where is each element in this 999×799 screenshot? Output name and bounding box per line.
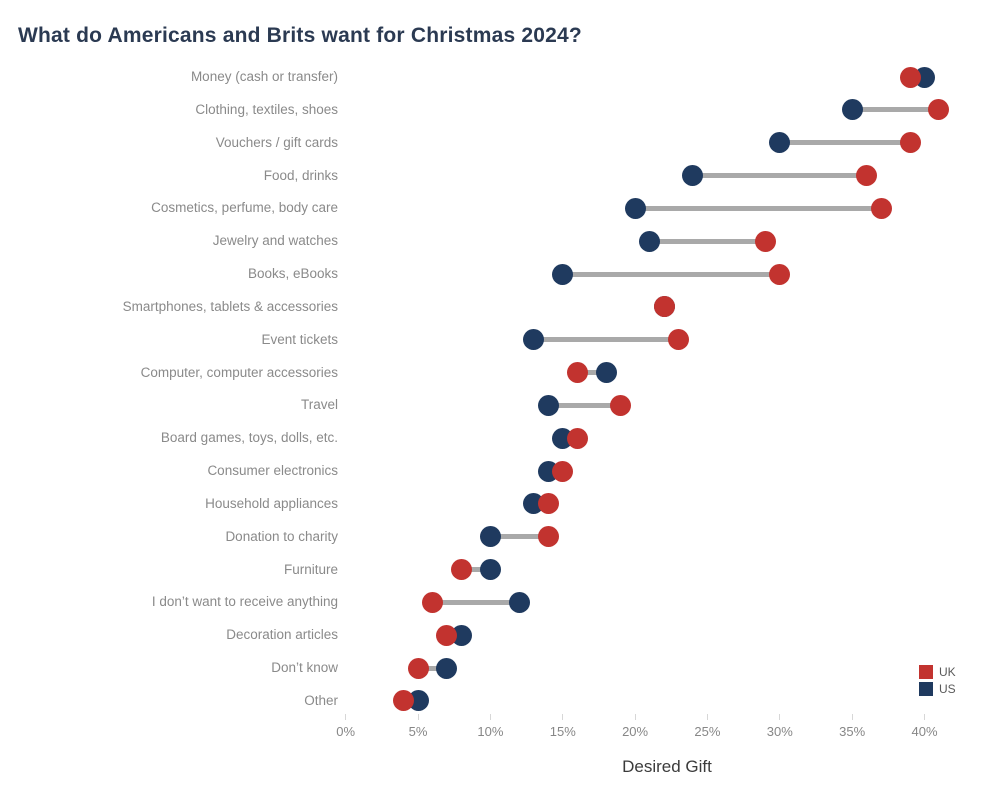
x-tick-mark	[489, 714, 491, 720]
uk-dot[interactable]	[566, 362, 588, 384]
x-tick-label: 30%	[766, 724, 793, 739]
us-dot[interactable]	[479, 526, 501, 548]
legend-item-us[interactable]: US	[919, 682, 956, 696]
x-tick-label: 15%	[549, 724, 576, 739]
uk-dot[interactable]	[393, 690, 415, 712]
dumbbell-connector	[432, 599, 520, 605]
x-tick-mark	[779, 714, 781, 720]
category-label: I don’t want to receive anything	[151, 594, 338, 610]
uk-dot[interactable]	[754, 230, 776, 252]
dumbbell-connector	[692, 173, 867, 179]
uk-dot[interactable]	[870, 197, 892, 219]
us-dot[interactable]	[595, 362, 617, 384]
legend-item-uk[interactable]: UK	[919, 665, 956, 679]
category-label: Money (cash or transfer)	[190, 69, 338, 84]
dumbbell-connector	[461, 567, 491, 573]
category-label: Other	[304, 692, 338, 708]
category-label: Food, drinks	[263, 167, 338, 183]
uk-dot[interactable]	[928, 99, 950, 121]
legend: UK US	[919, 665, 956, 699]
uk-dot[interactable]	[769, 263, 791, 285]
x-tick-mark	[417, 714, 419, 720]
us-dot[interactable]	[682, 165, 704, 187]
category-label: Cosmetics, perfume, body care	[151, 200, 338, 216]
us-dot[interactable]	[479, 559, 501, 581]
uk-dot[interactable]	[436, 624, 458, 646]
uk-dot[interactable]	[856, 165, 878, 187]
us-dot[interactable]	[537, 394, 559, 416]
category-label: Smartphones, tablets & accessories	[122, 298, 338, 314]
dumbbell-connector	[852, 107, 939, 113]
us-legend-label: US	[939, 682, 956, 696]
dumbbell-connector	[533, 337, 679, 343]
uk-dot[interactable]	[668, 329, 689, 351]
uk-dot[interactable]	[899, 132, 921, 154]
x-tick-label: 0%	[336, 724, 356, 739]
category-label: Furniture	[283, 561, 338, 577]
category-label: Jewelry and watches	[212, 233, 338, 249]
dumbbell-connector	[490, 534, 549, 540]
us-dot[interactable]	[436, 657, 458, 679]
uk-legend-label: UK	[939, 665, 956, 679]
uk-dot[interactable]	[450, 559, 472, 581]
chart-title: What do Americans and Brits want for Chr…	[18, 24, 582, 47]
category-label: Books, eBooks	[247, 266, 338, 282]
dumbbell-connector	[635, 205, 882, 211]
us-dot[interactable]	[624, 197, 646, 219]
uk-dot[interactable]	[653, 296, 675, 318]
x-tick-label: 25%	[694, 724, 721, 739]
category-label: Donation to charity	[225, 528, 338, 544]
dumbbell-connector	[779, 140, 911, 146]
us-dot[interactable]	[450, 624, 472, 646]
category-label: Travel	[300, 397, 338, 413]
x-tick-label: 35%	[839, 724, 866, 739]
x-tick-mark	[851, 714, 853, 720]
uk-legend-swatch	[919, 665, 933, 679]
x-tick-mark	[924, 714, 925, 720]
category-label: Don’t know	[271, 660, 338, 676]
uk-dot[interactable]	[537, 526, 559, 548]
x-tick-label: 10%	[477, 724, 504, 739]
us-dot[interactable]	[841, 99, 863, 121]
us-dot[interactable]	[769, 132, 791, 154]
category-label: Clothing, textiles, shoes	[195, 101, 338, 117]
x-tick-mark	[706, 714, 708, 720]
x-tick-label: 40%	[911, 724, 938, 739]
category-label: Decoration articles	[226, 627, 338, 643]
us-legend-swatch	[919, 682, 933, 696]
x-tick-mark	[562, 714, 564, 720]
x-tick-label: 5%	[408, 724, 428, 739]
category-label: Event tickets	[261, 331, 338, 347]
uk-dot[interactable]	[552, 460, 574, 482]
category-label: Board games, toys, dolls, etc.	[160, 430, 338, 446]
x-tick-mark	[634, 714, 636, 720]
category-label: Vouchers / gift cards	[215, 134, 338, 150]
dumbbell-connector	[548, 402, 621, 408]
dumbbell-connector	[562, 271, 780, 277]
x-axis-title: Desired Gift	[622, 757, 712, 776]
dumbbell-connector	[649, 238, 766, 244]
dumbbell-connector	[418, 665, 447, 671]
us-dot[interactable]	[552, 263, 574, 285]
uk-dot[interactable]	[422, 591, 444, 613]
uk-dot[interactable]	[899, 66, 921, 88]
uk-dot[interactable]	[610, 394, 632, 416]
uk-dot[interactable]	[537, 493, 559, 515]
category-label: Household appliances	[205, 495, 338, 511]
dumbbell-connector	[577, 370, 607, 376]
x-tick-mark	[345, 714, 347, 720]
uk-dot[interactable]	[407, 657, 429, 679]
x-tick-label: 20%	[622, 724, 649, 739]
category-label: Consumer electronics	[207, 463, 338, 479]
us-dot[interactable]	[639, 230, 661, 252]
category-label: Computer, computer accessories	[140, 364, 338, 380]
us-dot[interactable]	[508, 591, 530, 613]
us-dot[interactable]	[523, 329, 545, 351]
uk-dot[interactable]	[566, 427, 588, 449]
